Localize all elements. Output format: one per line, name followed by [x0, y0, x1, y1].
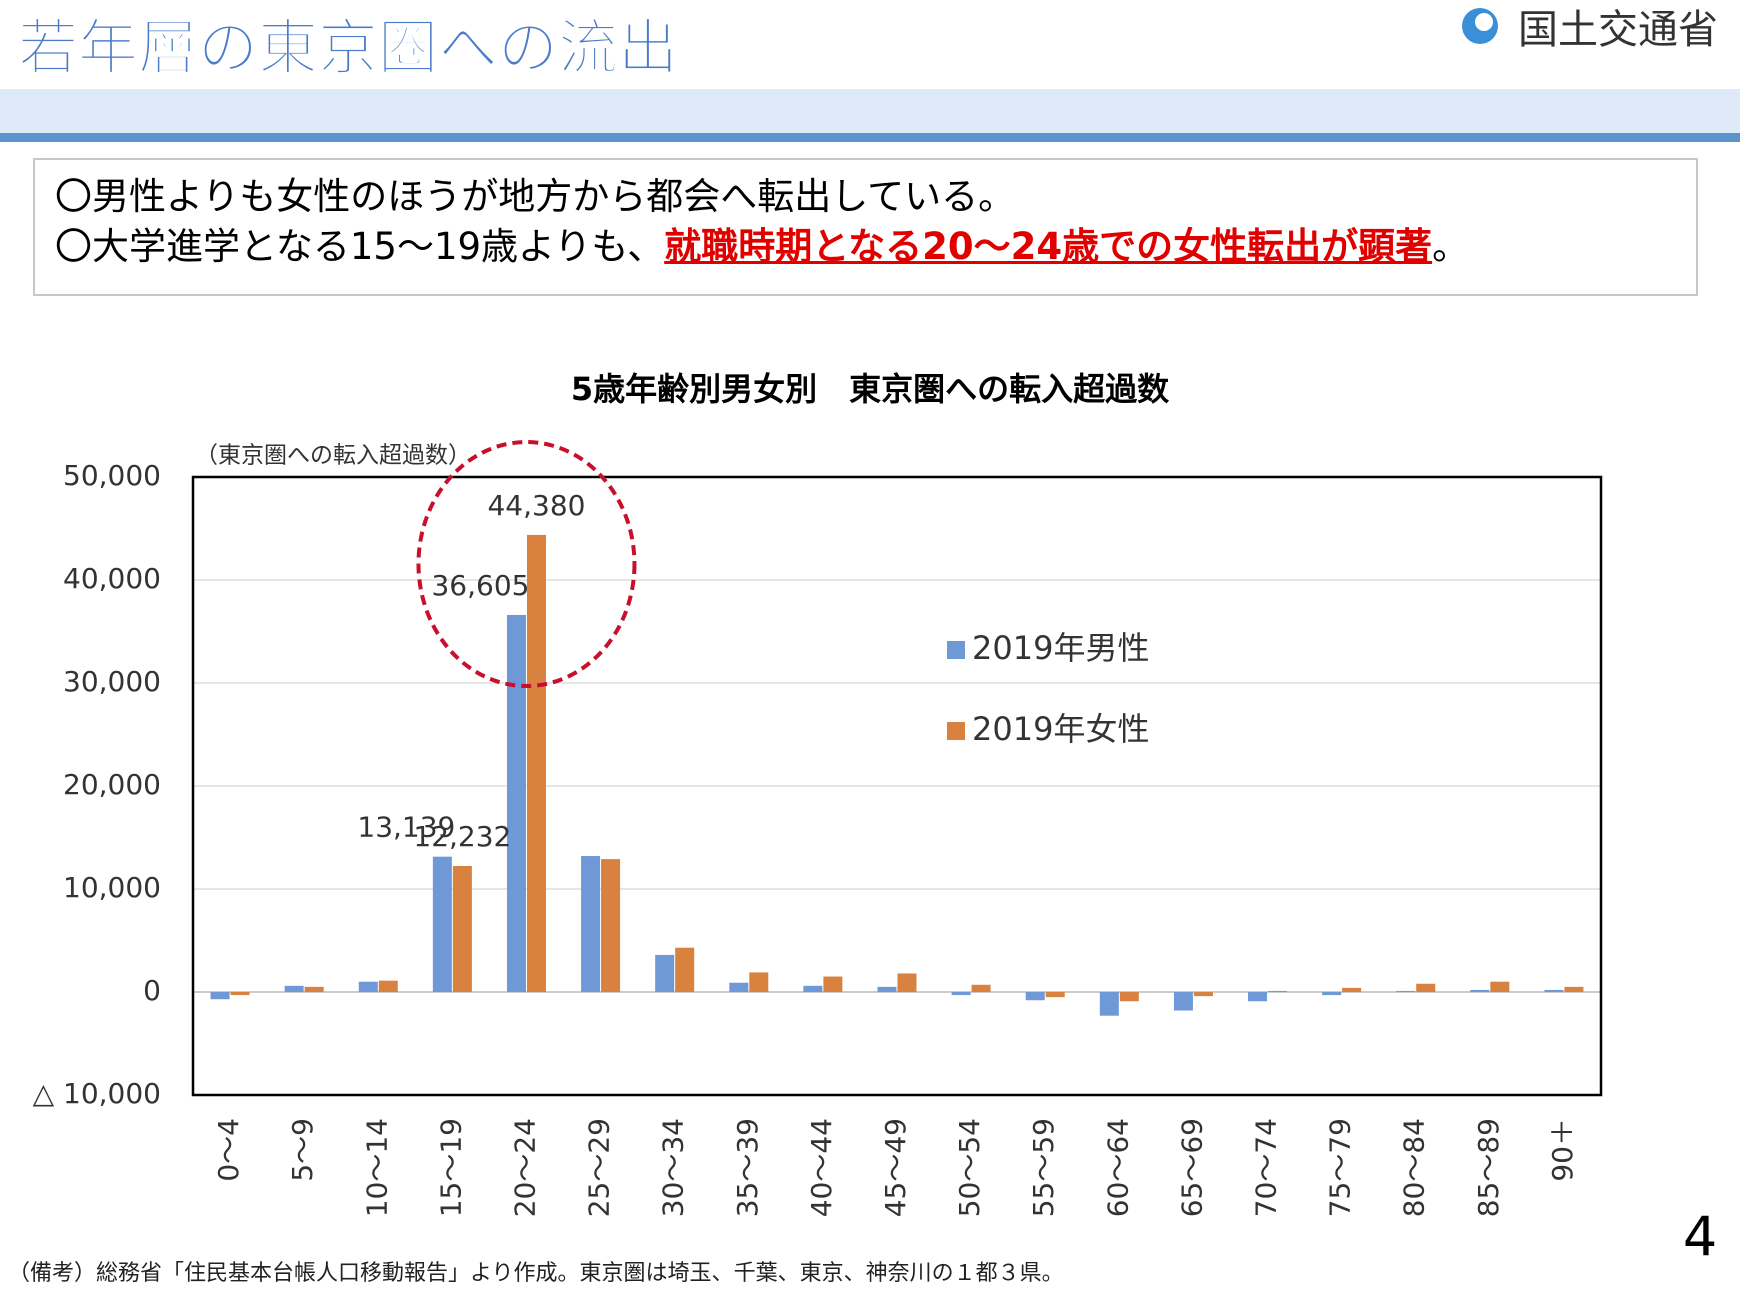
bar [877, 986, 897, 992]
legend-label: 2019年女性 [972, 710, 1149, 748]
x-tick-label: 5～9 [286, 1118, 319, 1182]
y-tick-label: 50,000 [63, 459, 161, 492]
x-tick-label: 80～84 [1398, 1118, 1431, 1217]
bar [210, 992, 230, 1000]
data-label: 12,232 [413, 820, 511, 853]
bar [304, 986, 324, 992]
y-tick-label: 10,000 [63, 871, 161, 904]
bar [1396, 990, 1416, 992]
bar [655, 954, 675, 992]
bullet-highlight: 就職時期となる20～24歳での女性転出が顕著 [664, 225, 1433, 268]
chart-title: 5歳年齢別男女別 東京圏への転入超過数 [571, 370, 1170, 408]
x-tick-label: 25～29 [583, 1118, 616, 1217]
x-tick-label: 0～4 [212, 1118, 245, 1182]
y-tick-label: 30,000 [63, 665, 161, 698]
data-label: 36,605 [431, 569, 529, 602]
legend-swatch [947, 641, 965, 659]
page-title: 若年層の東京圏への流出 [18, 14, 678, 84]
bar [581, 856, 601, 992]
bar [601, 859, 621, 992]
bar [897, 973, 917, 992]
bar [1470, 989, 1490, 992]
x-tick-label: 45～49 [879, 1118, 912, 1217]
bar [1342, 987, 1362, 992]
bar [1099, 992, 1119, 1016]
x-tick-label: 35～39 [731, 1118, 764, 1217]
bar [506, 614, 526, 992]
legend-label: 2019年男性 [972, 629, 1149, 667]
logo-icon-inner [1475, 13, 1493, 31]
x-tick-label: 15～19 [434, 1118, 467, 1217]
bar [378, 980, 398, 992]
page-number: 4 [1683, 1206, 1717, 1269]
x-tick-label: 90＋ [1546, 1118, 1579, 1182]
y-tick-label: 40,000 [63, 562, 161, 595]
y-tick-label: 20,000 [63, 768, 161, 801]
y-tick-label: △ 10,000 [33, 1077, 161, 1110]
legend-swatch [947, 722, 965, 740]
bar [1544, 989, 1564, 992]
bar [1193, 992, 1213, 997]
x-tick-label: 40～44 [805, 1118, 838, 1217]
bar [1173, 992, 1193, 1011]
bar [1248, 992, 1268, 1002]
data-label: 13,139 [357, 811, 455, 844]
data-label: 44,380 [487, 489, 585, 522]
y-tick-label: 0 [143, 974, 161, 1007]
bullet-tail: 。 [1432, 225, 1470, 268]
x-tick-label: 50～54 [953, 1118, 986, 1217]
bar [951, 992, 971, 996]
bar [823, 976, 843, 992]
bar [284, 985, 304, 992]
bar [1268, 990, 1288, 992]
header-band [0, 89, 1740, 133]
bar [526, 534, 546, 992]
bar [1119, 992, 1139, 1002]
y-axis-label: （東京圏への転入超過数） [195, 443, 471, 469]
highlight-circle [416, 440, 637, 688]
bar [675, 947, 695, 992]
x-tick-label: 30～34 [657, 1118, 690, 1217]
x-tick-label: 55～59 [1027, 1118, 1060, 1217]
x-tick-label: 10～14 [360, 1118, 393, 1217]
bar [749, 972, 769, 992]
bar [1025, 992, 1045, 1001]
x-tick-label: 65～69 [1175, 1118, 1208, 1217]
bar [803, 985, 823, 992]
bar [729, 982, 749, 992]
bullet-text: 〇大学進学となる15～19歳よりも、 [55, 225, 665, 268]
x-tick-label: 75～79 [1324, 1118, 1357, 1217]
bar [1322, 992, 1342, 996]
bullet: 〇大学進学となる15～19歳よりも、就職時期となる20～24歳での女性転出が顕著… [55, 222, 1696, 272]
bar [1564, 986, 1584, 992]
bullet: 〇男性よりも女性のほうが地方から都会へ転出している。 [55, 175, 1016, 218]
logo-text: 国土交通省 [1518, 7, 1718, 53]
bar [971, 984, 991, 992]
bar [432, 856, 452, 992]
bullet-box: 〇男性よりも女性のほうが地方から都会へ転出している。 〇大学進学となる15～19… [33, 158, 1698, 296]
x-tick-label: 60～64 [1101, 1118, 1134, 1217]
x-tick-label: 85～89 [1472, 1118, 1505, 1217]
bar [452, 866, 472, 992]
plot-frame [191, 475, 1603, 1097]
bar [1045, 992, 1065, 998]
header-line [0, 133, 1740, 142]
bar [1490, 981, 1510, 992]
bar [1416, 983, 1436, 992]
x-tick-label: 20～24 [508, 1118, 541, 1217]
bar [230, 992, 250, 996]
x-tick-label: 70～74 [1250, 1118, 1283, 1217]
bar [358, 981, 378, 992]
footnote: （備考）総務省「住民基本台帳人口移動報告」より作成。東京圏は埼玉、千葉、東京、神… [8, 1261, 1064, 1286]
